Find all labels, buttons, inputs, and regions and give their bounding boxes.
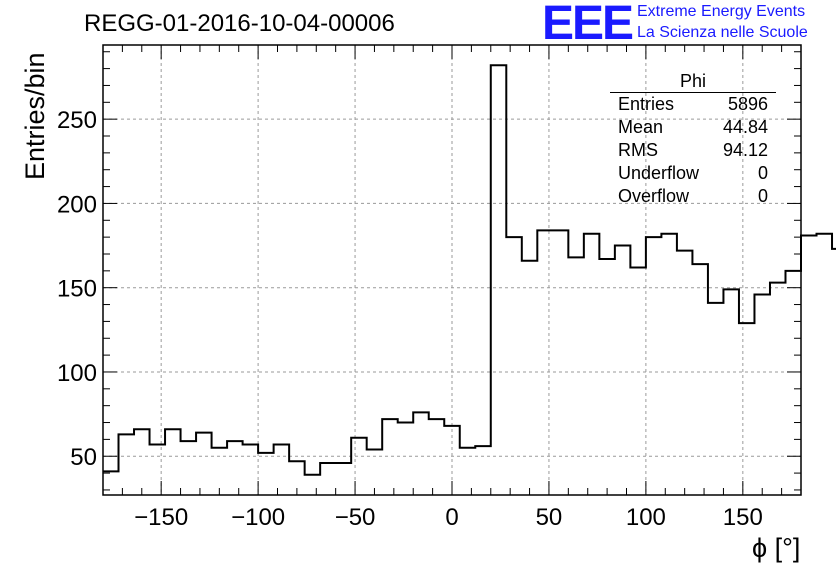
stats-label: RMS bbox=[618, 140, 658, 160]
histogram-series bbox=[103, 64, 836, 476]
histogram-bin bbox=[305, 475, 321, 495]
histogram-bin bbox=[274, 444, 290, 495]
histogram-bin bbox=[801, 235, 817, 495]
x-tick-label: 150 bbox=[723, 504, 763, 531]
stats-value: 5896 bbox=[727, 94, 768, 114]
histogram-bin bbox=[429, 419, 445, 495]
logo-line-1: Extreme Energy Events bbox=[637, 3, 806, 20]
x-tick-label: 100 bbox=[626, 504, 666, 531]
y-tick-label: 100 bbox=[57, 360, 97, 387]
stats-title: Phi bbox=[610, 70, 776, 93]
stats-value: 0 bbox=[757, 163, 768, 183]
stats-box: Phi Entries 5896 Mean 44.84 RMS 94.12 Un… bbox=[610, 70, 776, 208]
histogram-bin bbox=[584, 234, 600, 495]
histogram-bin bbox=[630, 267, 646, 495]
histogram-bin bbox=[646, 237, 662, 495]
histogram-bin bbox=[599, 259, 615, 495]
histogram-bin bbox=[739, 323, 755, 495]
y-tick-label: 150 bbox=[57, 276, 97, 303]
histogram-bin bbox=[227, 441, 243, 495]
histogram-bin bbox=[785, 271, 801, 495]
histogram-bin bbox=[553, 230, 569, 495]
histogram-bin bbox=[615, 246, 631, 495]
histogram-bin bbox=[212, 448, 228, 495]
histogram-bin bbox=[320, 463, 336, 495]
stats-label: Underflow bbox=[618, 163, 700, 183]
y-tick-label: 50 bbox=[70, 444, 97, 471]
histogram-bin bbox=[382, 419, 398, 495]
histogram-bin bbox=[677, 251, 693, 495]
histogram-bin bbox=[258, 453, 274, 495]
histogram-bin bbox=[103, 471, 119, 495]
histogram-bin bbox=[336, 463, 352, 495]
histogram-bin bbox=[522, 261, 538, 495]
stats-row-underflow: Underflow 0 bbox=[610, 162, 776, 185]
stats-label: Entries bbox=[618, 94, 675, 114]
histogram-bin bbox=[165, 429, 181, 495]
x-tick-label: −150 bbox=[134, 504, 188, 531]
histogram-bin bbox=[460, 448, 476, 495]
stats-row-overflow: Overflow 0 bbox=[610, 185, 776, 208]
x-axis-label: ϕ [°] bbox=[752, 533, 801, 563]
stats-row-mean: Mean 44.84 bbox=[610, 116, 776, 139]
histogram-bin bbox=[723, 289, 739, 495]
histogram-bin bbox=[243, 444, 259, 495]
histogram-bin bbox=[351, 438, 367, 495]
histogram-bin bbox=[134, 429, 150, 495]
stats-label: Overflow bbox=[618, 186, 690, 206]
histogram-bin bbox=[770, 283, 786, 495]
histogram-bin bbox=[181, 441, 197, 495]
stats-value: 44.84 bbox=[722, 117, 768, 137]
histogram-bin bbox=[568, 257, 584, 495]
logo-line-2: La Scienza nelle Scuole bbox=[637, 24, 808, 41]
y-tick-label: 250 bbox=[57, 107, 97, 134]
x-tick-label: 0 bbox=[445, 504, 458, 531]
histogram-bin bbox=[661, 234, 677, 495]
histogram-bin bbox=[708, 303, 724, 495]
histogram-bin bbox=[537, 230, 553, 495]
x-tick-label: −100 bbox=[231, 504, 285, 531]
x-tick-label: −50 bbox=[335, 504, 376, 531]
histogram-bin bbox=[289, 461, 305, 495]
histogram-bin bbox=[196, 433, 212, 495]
histogram-bin bbox=[119, 434, 135, 495]
histogram-bin bbox=[754, 294, 770, 495]
stats-row-entries: Entries 5896 bbox=[610, 93, 776, 116]
histogram-bin bbox=[491, 65, 507, 495]
x-tick-label: 50 bbox=[536, 504, 563, 531]
y-tick-label: 200 bbox=[57, 191, 97, 218]
histogram-bin bbox=[506, 237, 522, 495]
stats-value: 94.12 bbox=[722, 140, 768, 160]
chart-title: REGG-01-2016-10-04-00006 bbox=[84, 10, 395, 37]
histogram-bin bbox=[444, 426, 460, 495]
y-axis-label: Entries/bin bbox=[20, 52, 50, 180]
histogram-bin bbox=[817, 234, 833, 495]
histogram-bin bbox=[150, 444, 166, 495]
stats-row-rms: RMS 94.12 bbox=[610, 139, 776, 162]
stats-value: 0 bbox=[757, 186, 768, 206]
histogram-bin bbox=[692, 264, 708, 495]
histogram-bin bbox=[475, 446, 491, 495]
histogram-bin bbox=[367, 449, 383, 495]
stats-label: Mean bbox=[618, 117, 664, 137]
histogram-bin bbox=[398, 423, 414, 495]
eee-logo: EEE bbox=[542, 0, 634, 50]
histogram-bin bbox=[413, 412, 429, 495]
histogram-bin bbox=[832, 249, 836, 495]
